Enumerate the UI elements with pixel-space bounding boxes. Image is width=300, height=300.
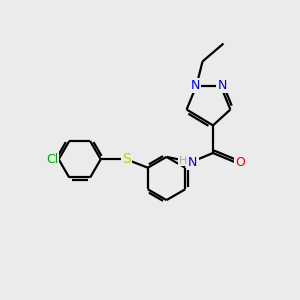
Text: N: N — [190, 79, 200, 92]
Text: S: S — [122, 152, 130, 166]
Text: N: N — [217, 79, 227, 92]
Text: N: N — [188, 155, 198, 169]
Text: Cl: Cl — [46, 153, 58, 166]
Text: H: H — [179, 155, 187, 166]
Text: O: O — [235, 155, 245, 169]
